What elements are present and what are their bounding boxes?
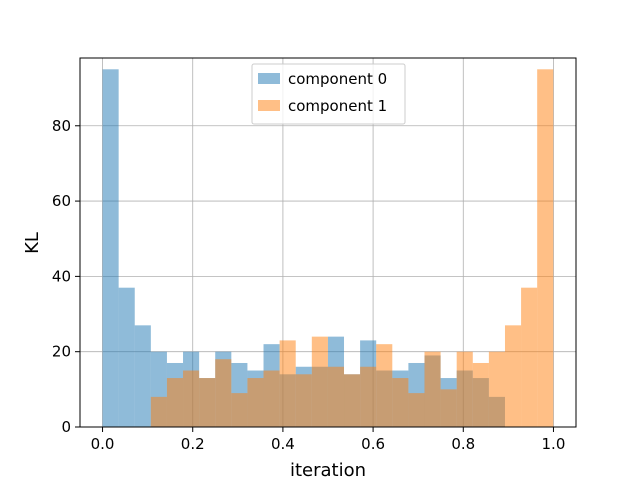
bar-series1-bin3 <box>150 396 167 427</box>
bar-series0-bin0 <box>102 69 119 427</box>
bar-series0-bin1 <box>118 287 135 427</box>
bar-series1-bin21 <box>440 389 457 427</box>
bar-series1-bin27 <box>537 69 554 427</box>
bar-series1-bin11 <box>279 340 296 427</box>
bar-series1-bin10 <box>263 370 280 427</box>
x-axis-ticks: 0.0 0.2 0.4 0.6 0.8 1.0 <box>91 427 566 453</box>
bar-series0-bin2 <box>134 325 151 427</box>
y-axis-ticks: 0 20 40 60 80 <box>52 117 80 436</box>
bar-series1-bin16 <box>360 366 377 427</box>
plot-frame <box>79 57 577 428</box>
bar-series1-bin14 <box>327 366 345 427</box>
bar-series1-bin7 <box>215 359 232 427</box>
legend: component 0 component 1 <box>251 63 406 125</box>
bar-series1-bin4 <box>166 378 184 427</box>
legend-label-component-0: component 0 <box>288 70 387 88</box>
x-axis-label: iteration <box>290 460 366 480</box>
bar-series1-bin6 <box>199 378 216 427</box>
legend-swatch-component-0 <box>258 73 280 84</box>
legend-swatch-component-1 <box>258 100 280 111</box>
bar-series1-bin22 <box>456 351 473 427</box>
legend-label-component-1: component 1 <box>288 97 387 115</box>
bar-series1-bin12 <box>295 374 312 427</box>
bar-series1-bin25 <box>504 325 522 427</box>
y-tick-label-1: 20 <box>52 343 71 361</box>
y-tick-label-2: 40 <box>52 267 71 285</box>
bar-series1-bin26 <box>521 287 538 427</box>
legend-box <box>251 63 406 125</box>
x-tick-label-2: 0.4 <box>271 435 295 453</box>
x-tick-label-4: 0.8 <box>451 435 475 453</box>
bar-series1-bin20 <box>424 351 441 427</box>
bar-series1-bin17 <box>376 344 393 427</box>
bar-series1-bin18 <box>392 378 409 427</box>
y-tick-label-3: 60 <box>52 192 71 210</box>
y-tick-label-0: 0 <box>61 418 71 436</box>
bars <box>102 69 554 427</box>
y-axis-label: KL <box>22 232 43 254</box>
bar-series1-bin5 <box>183 370 200 427</box>
y-tick-label-4: 80 <box>52 117 71 135</box>
bar-series1-bin8 <box>231 393 248 427</box>
x-tick-label-5: 1.0 <box>542 435 566 453</box>
bar-series1-bin24 <box>488 351 505 427</box>
bar-series1-bin9 <box>247 378 264 427</box>
x-tick-label-0: 0.0 <box>91 435 115 453</box>
x-tick-label-1: 0.2 <box>181 435 205 453</box>
bar-series1-bin19 <box>408 393 425 427</box>
bar-series1-bin13 <box>311 336 328 427</box>
x-tick-label-3: 0.6 <box>361 435 385 453</box>
bar-series1-bin23 <box>472 362 489 427</box>
bar-series1-bin15 <box>344 374 361 427</box>
